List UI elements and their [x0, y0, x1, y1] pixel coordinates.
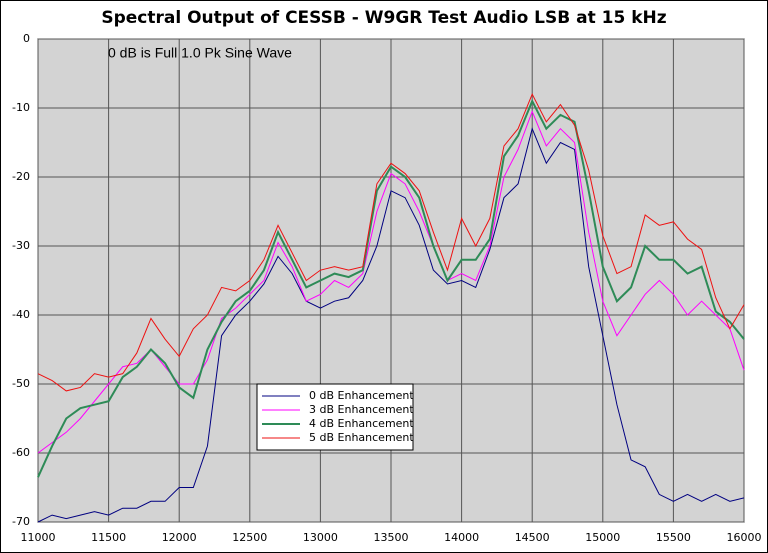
x-tick-label: 13000: [303, 531, 338, 544]
x-tick-label: 11000: [21, 531, 56, 544]
x-tick-label: 15000: [585, 531, 620, 544]
x-tick-label: 14500: [515, 531, 550, 544]
y-tick-label: -40: [12, 308, 30, 321]
y-tick-label: -10: [12, 101, 30, 114]
legend-label: 4 dB Enhancement: [309, 417, 414, 430]
legend-label: 5 dB Enhancement: [309, 431, 414, 444]
x-tick-label: 11500: [91, 531, 126, 544]
x-tick-label: 16000: [727, 531, 762, 544]
x-tick-label: 12000: [162, 531, 197, 544]
chart-title: Spectral Output of CESSB - W9GR Test Aud…: [101, 8, 666, 28]
series-line: [37, 98, 745, 478]
y-tick-label: -50: [12, 377, 30, 390]
y-tick-label: -70: [12, 515, 30, 528]
annotation: 0 dB is Full 1.0 Pk Sine Wave: [108, 45, 292, 61]
y-tick-label: 0: [23, 32, 30, 45]
y-tick-label: -30: [12, 239, 30, 252]
legend-label: 3 dB Enhancement: [309, 403, 414, 416]
x-tick-label: 13500: [374, 531, 409, 544]
series-line: [37, 93, 745, 392]
y-tick-label: -20: [12, 170, 30, 183]
legend-label: 0 dB Enhancement: [309, 389, 414, 402]
series-line: [37, 127, 745, 523]
x-tick-label: 15500: [656, 531, 691, 544]
x-tick-label: 12500: [232, 531, 267, 544]
y-tick-label: -60: [12, 446, 30, 459]
x-tick-label: 14000: [444, 531, 479, 544]
legend: [256, 383, 414, 451]
